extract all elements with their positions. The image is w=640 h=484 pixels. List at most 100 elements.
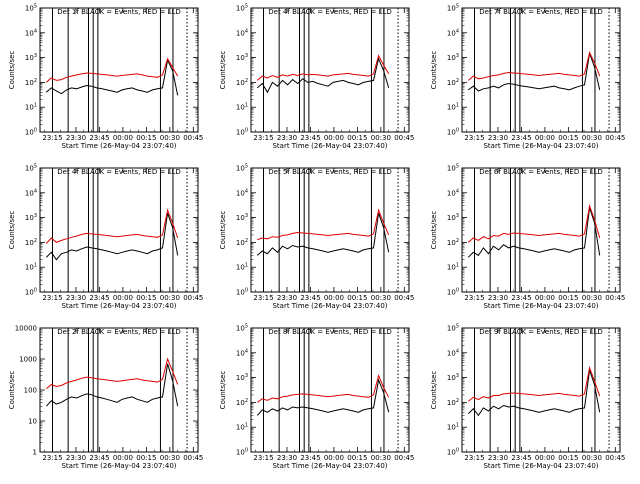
y-tick-label: 103: [236, 213, 248, 222]
x-tick-label: 00:30: [371, 294, 391, 302]
x-tick-label: 00:45: [605, 134, 625, 142]
plot-title: Det 8f BLACK = Events, RED = LLD: [268, 328, 391, 336]
x-tick-label: 00:00: [113, 294, 133, 302]
x-tick-label: 23:30: [66, 454, 86, 462]
x-tick-label: 23:15: [464, 134, 484, 142]
panel-5: Det 5f BLACK = Events, RED = LLD 100 101 10…: [219, 164, 414, 311]
x-tick-label: 23:15: [42, 294, 62, 302]
y-tick-label: 100: [24, 387, 37, 395]
x-tick-label: 23:15: [464, 454, 484, 462]
y-tick-label: 104: [236, 28, 248, 37]
y-tick-label: 101: [25, 103, 37, 112]
y-tick-label: 100: [447, 448, 459, 457]
x-tick-label: 00:30: [371, 454, 391, 462]
events-series-line: [256, 378, 390, 416]
x-axis-label: Start Time (26-May-04 23:07:40): [61, 302, 176, 310]
y-tick-label: 102: [447, 238, 459, 247]
x-tick-label: 00:00: [324, 134, 344, 142]
panel-8: Det 8f BLACK = Events, RED = LLD 100 101 10…: [219, 324, 414, 471]
x-tick-label: 00:45: [394, 454, 414, 462]
y-tick-label: 103: [447, 53, 459, 62]
x-tick-label: 23:45: [511, 454, 531, 462]
y-axis-label: Counts/sec: [8, 51, 16, 90]
x-axis-label: Start Time (26-May-04 23:07:40): [61, 142, 176, 150]
x-tick-label: 00:15: [347, 294, 367, 302]
lld-series-line: [467, 50, 601, 81]
x-tick-label: 00:00: [535, 134, 555, 142]
y-tick-label: 103: [447, 373, 459, 382]
events-series-line: [256, 213, 390, 256]
x-tick-label: 23:15: [42, 134, 62, 142]
plot-frame: [461, 7, 621, 133]
x-tick-label: 23:30: [277, 294, 297, 302]
x-tick-label: 00:45: [183, 134, 203, 142]
events-series-line: [45, 58, 179, 96]
x-tick-label: 23:45: [300, 134, 320, 142]
x-axis-label: Start Time (26-May-04 23:07:40): [61, 462, 176, 470]
x-tick-label: 00:15: [558, 454, 578, 462]
plot-frame: [461, 327, 621, 453]
y-tick-label: 105: [236, 4, 248, 13]
x-tick-label: 00:00: [535, 454, 555, 462]
x-tick-label: 00:15: [136, 454, 156, 462]
x-tick-label: 23:30: [66, 294, 86, 302]
plot-frame: [461, 167, 621, 293]
x-tick-label: 23:45: [300, 294, 320, 302]
x-tick-label: 23:15: [253, 294, 273, 302]
lld-series-line: [45, 357, 179, 390]
panel-6: Det 6f BLACK = Events, RED = LLD 100 101 10…: [430, 164, 625, 311]
events-series-line: [45, 363, 179, 407]
plot-frame: [39, 7, 199, 133]
x-tick-label: 00:15: [347, 134, 367, 142]
x-tick-label: 00:15: [558, 294, 578, 302]
y-tick-label: 101: [236, 103, 248, 112]
x-axis-label: Start Time (26-May-04 23:07:40): [272, 462, 387, 470]
x-tick-label: 23:45: [511, 134, 531, 142]
x-tick-label: 00:15: [136, 294, 156, 302]
panel-4: Det 4f BLACK = Events, RED = LLD 100 101 10…: [8, 164, 203, 311]
plot-title: Det 5f BLACK = Events, RED = LLD: [268, 168, 391, 176]
y-tick-label: 104: [236, 348, 248, 357]
y-tick-label: 102: [25, 238, 37, 247]
panel-2: Det 4f BLACK = Events, RED = LLD 100 101 10…: [219, 4, 414, 151]
x-tick-label: 00:45: [183, 294, 203, 302]
y-tick-label: 100: [447, 288, 459, 297]
x-tick-label: 23:45: [89, 134, 109, 142]
y-tick-label: 105: [447, 4, 459, 13]
x-tick-label: 00:00: [113, 454, 133, 462]
y-tick-label: 102: [236, 398, 248, 407]
y-tick-label: 105: [25, 4, 37, 13]
panel-3: Det 7f BLACK = Events, RED = LLD 100 101 10…: [430, 4, 625, 151]
x-axis-label: Start Time (26-May-04 23:07:40): [483, 142, 598, 150]
y-tick-label: 102: [236, 238, 248, 247]
lld-series-line: [467, 203, 601, 243]
x-tick-label: 00:30: [160, 454, 180, 462]
plot-title: Det 2f BLACK = Events, RED = LLD: [57, 328, 180, 336]
y-tick-label: 103: [25, 53, 37, 62]
x-tick-label: 23:15: [464, 294, 484, 302]
y-tick-label: 100: [236, 288, 248, 297]
events-series-line: [468, 53, 601, 92]
x-tick-label: 00:45: [394, 294, 414, 302]
y-tick-label: 105: [236, 324, 248, 333]
x-axis-label: Start Time (26-May-04 23:07:40): [483, 302, 598, 310]
x-tick-label: 00:30: [371, 134, 391, 142]
x-tick-label: 23:30: [488, 294, 508, 302]
y-tick-label: 104: [236, 188, 248, 197]
plot-frame: [39, 167, 199, 293]
y-tick-label: 102: [236, 78, 248, 87]
y-tick-label: 104: [447, 28, 459, 37]
x-tick-label: 00:00: [324, 294, 344, 302]
lld-series-line: [256, 54, 390, 81]
y-tick-label: 104: [25, 28, 37, 37]
lld-series-line: [45, 208, 179, 244]
x-tick-label: 23:30: [66, 134, 86, 142]
y-tick-label: 103: [236, 373, 248, 382]
y-tick-label: 101: [236, 263, 248, 272]
x-tick-label: 23:45: [89, 454, 109, 462]
plot-title: Det 9f BLACK = Events, RED = LLD: [479, 328, 602, 336]
x-tick-label: 23:15: [253, 454, 273, 462]
x-tick-label: 23:45: [89, 294, 109, 302]
